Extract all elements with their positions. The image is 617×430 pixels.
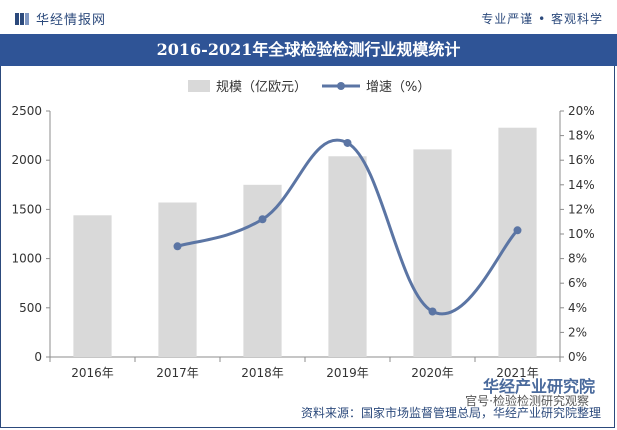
source-note: 资料来源：国家市场监督管理总局，华经产业研究院整理 — [300, 406, 601, 420]
y-right-tick-label: 18% — [568, 129, 595, 143]
bar — [73, 215, 112, 357]
growth-line — [177, 138, 519, 316]
y-left-tick-label: 2500 — [11, 104, 42, 118]
y-right-tick-label: 20% — [568, 104, 595, 118]
chart-title: 2016-2021年全球检验检测行业规模统计 — [156, 40, 461, 59]
bar — [243, 184, 282, 357]
bar — [498, 127, 537, 357]
legend-bar-swatch — [188, 80, 210, 92]
logo-text: 华经情报网 — [36, 13, 107, 28]
y-right-tick-label: 16% — [568, 153, 595, 167]
bar — [328, 156, 367, 357]
x-tick-label: 2016年 — [71, 366, 114, 380]
legend-line-marker — [337, 82, 345, 90]
y-right-tick-label: 10% — [568, 227, 595, 241]
growth-point — [343, 138, 352, 147]
title-bar — [0, 34, 617, 66]
y-right-tick-label: 0% — [568, 350, 587, 364]
bar — [158, 202, 197, 357]
growth-point — [513, 226, 522, 235]
y-right-tick-label: 8% — [568, 252, 587, 266]
growth-point — [428, 307, 437, 316]
y-left-tick-label: 1500 — [11, 202, 42, 216]
x-tick-label: 2020年 — [411, 366, 454, 380]
brand-logo: 华经情报网 — [14, 9, 106, 28]
y-left-tick-label: 1000 — [11, 252, 42, 266]
x-tick-label: 2017年 — [156, 366, 199, 380]
watermark-name: 华经产业研究院 — [482, 377, 595, 396]
y-left-tick-label: 500 — [19, 301, 42, 315]
y-right-tick-label: 6% — [568, 276, 587, 290]
y-left-tick-label: 0 — [34, 350, 42, 364]
growth-point — [258, 215, 267, 224]
chart-svg: 0 500 1000 1500 2000 2500 0% 2% 4% 6% 8% 10% 12% 14% 1… — [11, 80, 595, 380]
watermark-sub: 官号·检验检测研究观察 — [465, 394, 589, 408]
y-right-tick-label: 14% — [568, 178, 595, 192]
y-left-tick-label: 2000 — [11, 153, 42, 167]
slogan: 专业严谨 • 客观科学 — [481, 12, 603, 26]
y-right-tick-label: 2% — [568, 325, 587, 339]
legend-line-label: 增速（%） — [366, 80, 430, 95]
bar — [413, 149, 452, 357]
y-right-tick-label: 4% — [568, 301, 587, 315]
x-tick-label: 2019年 — [326, 366, 369, 380]
x-tick-label: 2018年 — [241, 366, 284, 380]
logo-icon — [15, 12, 29, 25]
y-right-tick-label: 12% — [568, 202, 595, 216]
top-bar: 华经情报网 专业严谨 • 客观科学 — [0, 0, 617, 34]
legend-bar-label: 规模（亿欧元） — [216, 80, 307, 95]
x-tick-label: 2021年 — [496, 366, 539, 380]
growth-point — [173, 242, 182, 251]
